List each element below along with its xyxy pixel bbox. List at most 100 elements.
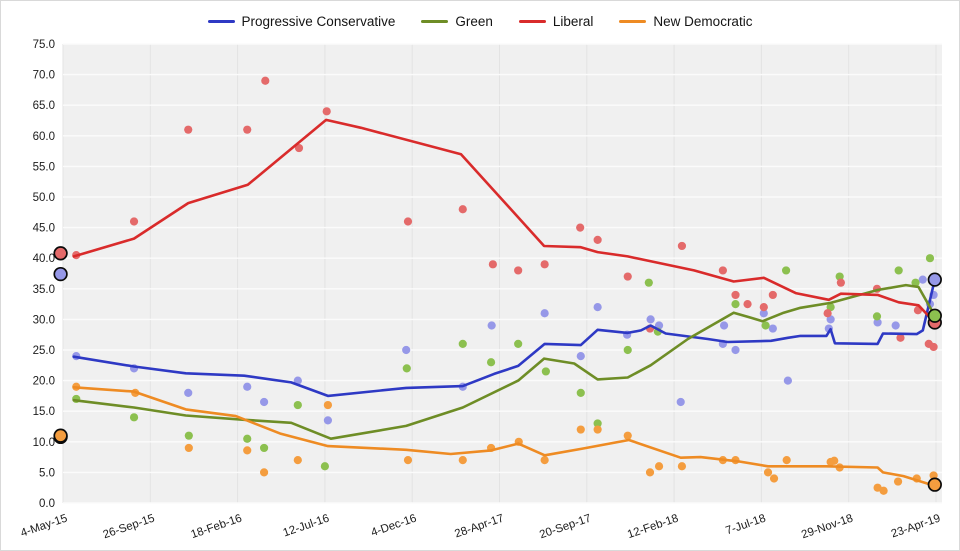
election-2019-marker-new-democratic (927, 477, 942, 492)
election-2015-marker-new-democratic (53, 428, 68, 443)
poll-dot-new-democratic (293, 456, 302, 465)
poll-dot-liberal (929, 342, 938, 352)
legend-swatch-green (421, 19, 449, 23)
poll-dot-new-democratic (243, 446, 252, 455)
election-2015-marker-progressive-conservative (53, 266, 68, 282)
poll-dot-new-democratic (184, 443, 193, 453)
x-axis-label: 29-Nov-18 (800, 512, 855, 541)
poll-dot-liberal (896, 333, 905, 342)
poll-dot-green (320, 462, 329, 471)
poll-dot-progressive-conservative (768, 324, 777, 333)
poll-dot-green (835, 272, 844, 281)
poll-dot-liberal (458, 205, 467, 214)
legend-item-progressive-conservative: Progressive Conservative (207, 14, 395, 29)
poll-dot-liberal (677, 241, 687, 251)
legend-label: New Democratic (653, 13, 753, 29)
poll-dot-progressive-conservative (918, 275, 927, 284)
poll-dot-new-democratic (677, 462, 687, 471)
poll-dot-progressive-conservative (676, 397, 685, 407)
series-new-democratic-trend (72, 385, 937, 488)
poll-dot-green (761, 321, 770, 330)
x-axis-label: 4-Dec-16 (370, 512, 419, 539)
poll-dot-progressive-conservative (646, 315, 655, 324)
x-axis-label: 7-Jul-18 (724, 512, 767, 537)
plot-area (63, 44, 942, 503)
poll-dot-liberal (731, 290, 740, 300)
series-green-trend (72, 283, 937, 441)
poll-dot-progressive-conservative (184, 388, 193, 397)
election-2015-marker-liberal (53, 246, 68, 261)
poll-dot-green (925, 254, 935, 263)
x-axis-label: 12-Jul-16 (282, 512, 331, 539)
poll-dot-green (872, 312, 882, 321)
poll-dot-new-democratic (458, 456, 467, 465)
poll-dot-green (243, 434, 252, 443)
y-axis-label: 25.0 (33, 345, 55, 357)
trend-line-green (72, 283, 937, 441)
y-axis-label: 65.0 (33, 100, 55, 112)
poll-dot-liberal (759, 303, 768, 312)
poll-dot-new-democratic (879, 486, 888, 495)
legend-swatch-progressive-conservative (207, 19, 235, 23)
trend-line-liberal (72, 118, 937, 324)
poll-dot-progressive-conservative (593, 303, 602, 312)
poll-dot-green (259, 443, 269, 453)
y-axis-label: 50.0 (33, 192, 55, 204)
poll-dot-new-democratic (929, 471, 938, 480)
y-axis-label: 70.0 (33, 70, 55, 82)
poll-dot-liberal (768, 290, 777, 300)
poll-dot-new-democratic (593, 425, 602, 434)
poll-dot-liberal (540, 260, 549, 269)
x-axis-label: 20-Sep-17 (538, 512, 593, 541)
series-progressive-conservative-trend (72, 278, 937, 398)
poll-dot-progressive-conservative (323, 416, 333, 425)
poll-dot-green (731, 300, 740, 309)
poll-dot-liberal (322, 107, 331, 116)
y-axis-label: 60.0 (33, 131, 55, 143)
x-axis-label: 18-Feb-16 (189, 512, 243, 541)
poll-dot-liberal (403, 217, 413, 226)
trend-line-progressive-conservative (72, 278, 937, 398)
x-axis-label: 23-Apr-19 (890, 512, 942, 540)
poll-dot-liberal (718, 266, 727, 275)
poll-dot-green (486, 358, 496, 367)
series-liberal-polls (72, 76, 938, 352)
legend-label: Green (455, 13, 493, 29)
poll-dot-liberal (514, 266, 523, 275)
poll-dot-new-democratic (654, 462, 664, 471)
election-markers (53, 246, 942, 492)
poll-dot-progressive-conservative (873, 318, 882, 327)
x-axis-label: 4-May-15 (19, 512, 69, 539)
poll-dot-liberal (576, 223, 585, 232)
poll-dot-new-democratic (576, 425, 585, 434)
y-axis-label: 55.0 (33, 161, 55, 173)
poll-dot-green (458, 339, 467, 348)
poll-dot-green (293, 400, 302, 410)
poll-dot-new-democratic (782, 456, 791, 465)
poll-dot-progressive-conservative (731, 345, 740, 355)
poll-dot-new-democratic (323, 400, 333, 410)
poll-dot-green (781, 266, 791, 275)
poll-dot-green (402, 364, 411, 373)
x-axis-label: 26-Sep-15 (102, 512, 157, 541)
poll-dot-liberal (184, 125, 193, 134)
y-axis-label: 35.0 (33, 284, 55, 296)
poll-dot-green (129, 413, 139, 422)
poll-dot-progressive-conservative (243, 382, 252, 391)
trend-line-new-democratic (72, 385, 937, 488)
poll-dot-green (184, 431, 193, 440)
y-axis-label: 10.0 (33, 437, 55, 449)
poll-dot-progressive-conservative (719, 321, 729, 330)
legend-item-new-democratic: New Democratic (619, 14, 752, 29)
poll-dot-liberal (261, 76, 270, 85)
poll-dot-progressive-conservative (402, 345, 411, 355)
poll-dot-progressive-conservative (293, 376, 302, 385)
poll-dot-liberal (129, 217, 139, 226)
series-liberal-trend (72, 118, 937, 324)
series-progressive-conservative-polls (72, 275, 938, 425)
poll-dot-green (911, 278, 920, 287)
poll-dot-green (644, 278, 653, 287)
poll-dot-green (826, 303, 835, 312)
poll-dot-new-democratic (763, 468, 773, 477)
